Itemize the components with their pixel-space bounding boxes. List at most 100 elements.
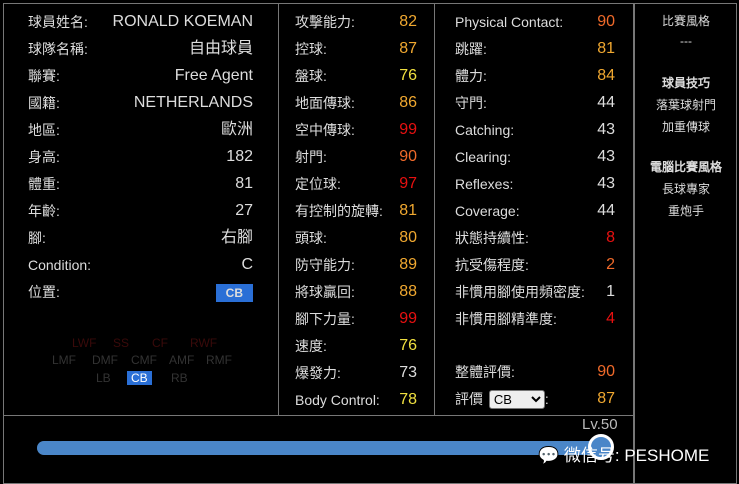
stat-value: 自由球員 (188, 40, 253, 57)
position-badge: CB (215, 284, 253, 302)
stat-row: 盤球: 76 (295, 66, 417, 86)
stat-value: C (241, 256, 253, 273)
overall-label: 整體評價: (455, 364, 515, 380)
stat-row: 抗受傷程度: 2 (455, 255, 615, 275)
stat-label: 地區: (28, 122, 60, 138)
play-style-title: 比賽風格 (661, 14, 710, 28)
position-map-amf: AMF (169, 353, 195, 367)
stat-label: Physical Contact: (455, 14, 564, 30)
stat-label: Reflexes: (455, 176, 514, 192)
position-map-dmf: DMF (92, 353, 118, 367)
level-slider-fill (37, 441, 603, 455)
stat-row: 腳: 右腳 (28, 228, 253, 248)
stat-row: Reflexes: 43 (455, 174, 615, 194)
position-map-rmf: RMF (206, 353, 232, 367)
stat-row: 速度: 76 (295, 336, 417, 356)
stat-value: 88 (399, 283, 417, 300)
skills-title: 球員技巧 (661, 76, 710, 90)
stat-label: 球隊名稱: (28, 41, 88, 57)
stat-label: 跳躍: (455, 41, 487, 57)
stat-value: 80 (399, 229, 417, 246)
stat-row: 控球: 87 (295, 39, 417, 59)
stat-value: 90 (399, 148, 417, 165)
stat-value: 8 (606, 229, 615, 246)
stat-row: 將球贏回: 88 (295, 282, 417, 302)
stat-value: 84 (597, 67, 615, 84)
level-slider-track[interactable] (37, 441, 603, 455)
stat-row: 體力: 84 (455, 66, 615, 86)
stat-value: 89 (399, 256, 417, 273)
stat-row: 射門: 90 (295, 147, 417, 167)
ai-style-item: 重炮手 (667, 204, 704, 218)
stat-row: 國籍: NETHERLANDS (28, 93, 253, 113)
stat-value: 78 (399, 391, 417, 408)
stat-value: 43 (597, 175, 615, 192)
stat-value: RONALD KOEMAN (112, 13, 253, 30)
level-label: Lv.50 (582, 416, 618, 433)
ai-style-item: 長球專家 (661, 182, 710, 196)
position-map-cmf: CMF (131, 353, 157, 367)
stat-value: 87 (399, 40, 417, 57)
stat-row: 狀態持續性: 8 (455, 228, 615, 248)
position-map-rwf: RWF (190, 336, 218, 350)
stat-label: 守門: (455, 95, 487, 111)
stat-label: 聯賽: (28, 68, 60, 84)
stat-row: 球員姓名: RONALD KOEMAN (28, 12, 253, 32)
stat-row: 有控制的旋轉: 81 (295, 201, 417, 221)
overall-value: 90 (597, 363, 615, 380)
stat-value: 81 (235, 175, 253, 192)
stat-row: 地面傳球: 86 (295, 93, 417, 113)
stat-label: 速度: (295, 338, 327, 354)
position-map-lmf: LMF (52, 353, 76, 367)
stat-value: 76 (399, 337, 417, 354)
overall-rating: 整體評價: 90 (455, 362, 615, 382)
stat-row: 聯賽: Free Agent (28, 66, 253, 86)
play-style-value: --- (680, 34, 692, 48)
stat-label: 防守能力: (295, 257, 355, 273)
position-map-ss: SS (113, 336, 130, 350)
stat-label: Coverage: (455, 203, 520, 219)
stat-label: 腳下力量: (295, 311, 355, 327)
stat-value: 44 (597, 202, 615, 219)
stat-value: 182 (226, 148, 253, 165)
stat-value: 歐洲 (220, 121, 253, 138)
position-map-lwf: LWF (72, 336, 97, 350)
stat-label: 將球贏回: (295, 284, 355, 300)
position-map-lb: LB (96, 371, 111, 385)
stat-row: Catching: 43 (455, 120, 615, 140)
stat-value: 2 (606, 256, 615, 273)
stat-row: Physical Contact: 90 (455, 12, 615, 32)
stat-value: NETHERLANDS (133, 94, 253, 111)
stat-label: Clearing: (455, 149, 512, 165)
stat-label: 非慣用腳使用頻密度: (455, 284, 585, 300)
position-rating: 評價 CB: 87 (455, 389, 615, 409)
stat-row: Coverage: 44 (455, 201, 615, 221)
rating-value: 87 (597, 390, 615, 407)
stat-value: 43 (597, 148, 615, 165)
stat-row: 身高: 182 (28, 147, 253, 167)
stat-row: 位置: CB (28, 282, 253, 302)
stat-label: 狀態持續性: (455, 230, 529, 246)
stat-label: 非慣用腳精準度: (455, 311, 557, 327)
stat-label: Condition: (28, 257, 92, 273)
stat-row: 攻擊能力: 82 (295, 12, 417, 32)
position-map-rb: RB (171, 371, 188, 385)
skill-item: 加重傳球 (661, 120, 710, 134)
stat-label: 國籍: (28, 95, 60, 111)
stat-row: 守門: 44 (455, 93, 615, 113)
stat-value: 43 (597, 121, 615, 138)
level-slider-handle[interactable] (588, 434, 614, 460)
stat-value: 99 (399, 121, 417, 138)
stat-row: 定位球: 97 (295, 174, 417, 194)
stat-label: 地面傳球: (295, 95, 355, 111)
stat-row: 空中傳球: 99 (295, 120, 417, 140)
stat-row: 跳躍: 81 (455, 39, 615, 59)
stat-label: Body Control: (295, 392, 380, 408)
position-select[interactable]: CB (488, 390, 545, 409)
stat-label: 腳: (28, 230, 46, 246)
stat-label: 抗受傷程度: (455, 257, 529, 273)
stat-value: 76 (399, 67, 417, 84)
stat-value: 82 (399, 13, 417, 30)
stat-label: 球員姓名: (28, 14, 88, 30)
ai-style-title: 電腦比賽風格 (649, 160, 722, 174)
